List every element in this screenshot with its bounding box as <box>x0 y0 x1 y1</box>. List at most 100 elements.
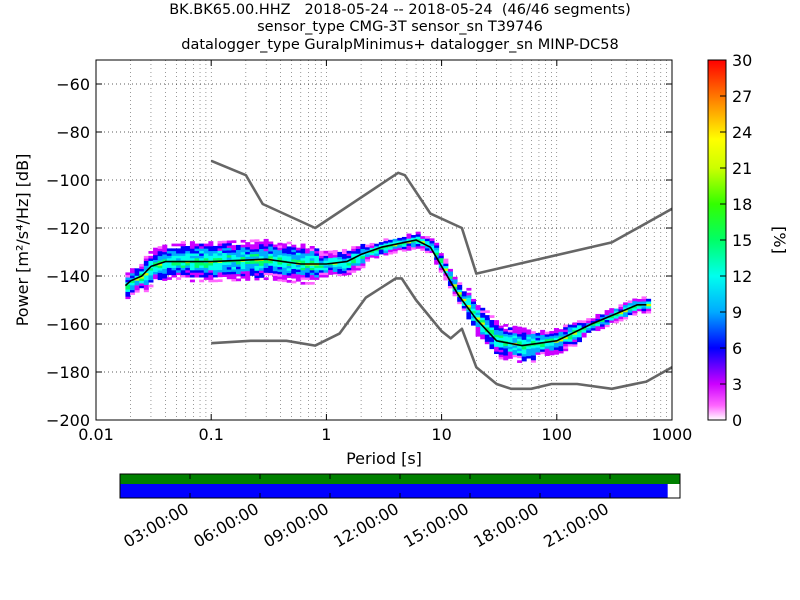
heatmap-cell <box>162 278 168 281</box>
heatmap-cell <box>259 241 265 245</box>
heatmap-cell <box>263 241 269 245</box>
heatmap-cell <box>540 332 546 336</box>
heatmap-cell <box>194 272 200 276</box>
heatmap-cell <box>351 267 357 271</box>
heatmap-cell <box>226 269 232 273</box>
heatmap-cell <box>222 245 228 249</box>
heatmap-cell <box>494 346 500 350</box>
heatmap-cell <box>139 280 145 284</box>
heatmap-cell <box>166 277 172 280</box>
heatmap-cell <box>212 265 218 268</box>
heatmap-cell <box>636 298 642 302</box>
heatmap-cell <box>360 263 366 266</box>
heatmap-cell <box>249 246 255 250</box>
heatmap-cell <box>646 303 652 307</box>
heatmap-cell <box>254 241 260 245</box>
heatmap-cell <box>498 325 504 329</box>
heatmap-cell <box>199 248 205 252</box>
heatmap-cell <box>157 270 163 273</box>
heatmap-cell <box>581 322 587 326</box>
heatmap-cell <box>189 279 195 283</box>
heatmap-cell <box>632 300 638 304</box>
heatmap-cell <box>231 257 237 260</box>
heatmap-cell <box>240 249 246 253</box>
heatmap-cell <box>415 236 421 240</box>
heatmap-cell <box>171 255 177 259</box>
heatmap-cell <box>341 251 347 255</box>
heatmap-cell <box>263 277 269 281</box>
heatmap-cell <box>323 265 329 268</box>
heatmap-cell <box>263 267 269 271</box>
heatmap-cell <box>618 304 624 307</box>
heatmap-cell <box>157 246 163 249</box>
heatmap-cell <box>194 262 200 266</box>
heatmap-cell <box>171 270 177 273</box>
heatmap-cell <box>530 345 536 349</box>
heatmap-cell <box>443 263 449 267</box>
heatmap-cell <box>231 249 237 253</box>
heatmap-cell <box>259 248 265 252</box>
heatmap-cell <box>277 276 283 280</box>
heatmap-cell <box>397 245 403 248</box>
heatmap-cell <box>217 250 223 254</box>
heatmap-cell <box>180 272 186 276</box>
heatmap-cell <box>586 320 592 324</box>
heatmap-cell <box>567 327 573 330</box>
heatmap-cell <box>457 289 463 293</box>
heatmap-cell <box>148 275 154 278</box>
heatmap-cell <box>208 279 214 283</box>
heatmap-cell <box>323 272 329 276</box>
heatmap-cell <box>180 270 186 273</box>
heatmap-cell <box>130 275 136 279</box>
heatmap-cell <box>544 343 550 347</box>
heatmap-cell <box>208 258 214 261</box>
heatmap-cell <box>235 271 242 275</box>
heatmap-cell <box>148 258 154 261</box>
heatmap-cell <box>507 346 513 350</box>
heatmap-cell <box>199 267 205 271</box>
heatmap-cell <box>438 255 444 259</box>
heatmap-cell <box>328 272 334 275</box>
heatmap-cell <box>314 248 320 252</box>
heatmap-cell <box>351 248 357 252</box>
heatmap-cell <box>383 240 389 244</box>
heatmap-cell <box>378 251 384 255</box>
heatmap-cell <box>613 313 619 317</box>
heatmap-cell <box>171 265 177 268</box>
heatmap-cell <box>291 259 297 262</box>
heatmap-cell <box>157 277 163 281</box>
heatmap-cell <box>471 322 477 326</box>
heatmap-cell <box>623 302 629 306</box>
heatmap-cell <box>563 334 569 337</box>
heatmap-cell <box>277 247 283 251</box>
heatmap-cell <box>429 240 435 244</box>
heatmap-cell <box>544 336 550 340</box>
heatmap-cell <box>153 259 159 263</box>
heatmap-cell <box>471 308 477 312</box>
heatmap-cell <box>595 318 601 322</box>
heatmap-cell <box>438 269 444 273</box>
heatmap-cell <box>480 317 486 321</box>
heatmap-cell <box>235 254 242 258</box>
heatmap-cell <box>484 317 490 321</box>
heatmap-cell <box>323 270 329 273</box>
heatmap-cell <box>305 282 311 285</box>
heatmap-cell <box>134 282 140 286</box>
heatmap-cell <box>613 320 619 324</box>
heatmap-cell <box>632 298 638 302</box>
colorbar-ticks: 0 3 6 9 12 15 18 21 24 27 30 <box>720 51 752 430</box>
heatmap-cell <box>512 332 518 336</box>
heatmap-cell <box>231 252 237 256</box>
heatmap-cell <box>526 348 532 352</box>
heatmap-cell <box>295 250 301 253</box>
heatmap-cell <box>503 350 509 354</box>
heatmap-cell <box>263 250 269 254</box>
heatmap-cell <box>217 243 223 247</box>
heatmap-cell <box>563 343 569 347</box>
heatmap-cell <box>332 257 338 260</box>
heatmap-cell <box>323 258 329 261</box>
heatmap-cell <box>526 334 532 337</box>
timeline-tick-label: 12:00:00 <box>330 499 402 551</box>
heatmap-cell <box>526 341 532 345</box>
heatmap-cell <box>581 325 587 328</box>
